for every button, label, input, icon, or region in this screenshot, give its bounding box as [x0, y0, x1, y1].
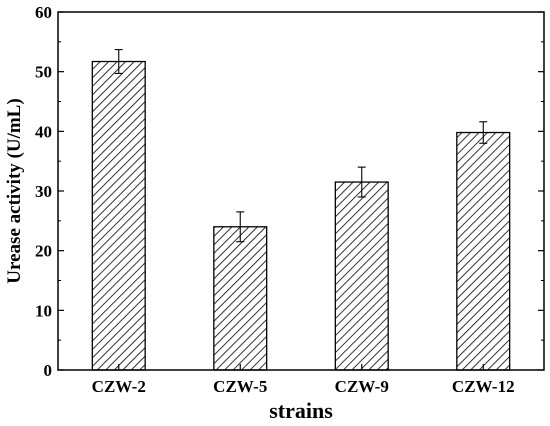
bar-czw-2: [91, 60, 146, 371]
y-tick-label: 30: [35, 182, 52, 201]
x-axis-ticks: CZW-2 CZW-5 CZW-9 CZW-12: [92, 364, 515, 396]
x-tick-label: CZW-9: [335, 377, 389, 396]
x-tick-label: CZW-2: [92, 377, 146, 396]
y-tick-label: 0: [44, 361, 53, 380]
y-axis-label: Urease activity (U/mL): [4, 98, 25, 283]
x-tick-label: CZW-12: [452, 377, 515, 396]
bar-czw-5: [213, 226, 268, 371]
x-tick-label: CZW-5: [213, 377, 267, 396]
error-bars-group: [114, 49, 488, 243]
y-tick-label: 50: [35, 63, 52, 82]
x-axis-label: strains: [269, 398, 333, 423]
bar-czw-9: [334, 181, 389, 371]
y-tick-label: 20: [35, 242, 52, 261]
bars-group: [91, 60, 511, 371]
y-tick-label: 60: [35, 3, 52, 22]
plot-frame: [57, 11, 545, 371]
bar-czw-12: [456, 131, 511, 371]
y-tick-label: 10: [35, 301, 52, 320]
y-tick-label: 40: [35, 122, 52, 141]
